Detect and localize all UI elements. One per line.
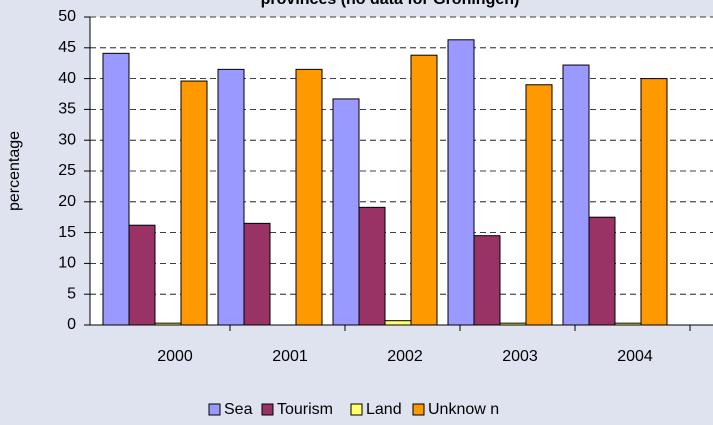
bar	[473, 235, 501, 326]
legend-label: Land	[366, 401, 402, 418]
bar	[358, 206, 386, 326]
legend-swatch	[208, 403, 221, 416]
x-tick-label: 2003	[502, 348, 538, 365]
legend-label: Tourism	[277, 401, 333, 418]
bar	[410, 54, 438, 326]
bar	[217, 68, 245, 326]
legend-swatch	[261, 403, 274, 416]
x-tick-label: 2004	[617, 348, 653, 365]
bar	[102, 52, 130, 326]
legend-swatch	[350, 403, 363, 416]
x-tick-label: 2000	[157, 348, 193, 365]
legend-label: Unknow n	[428, 401, 499, 418]
y-tick-label: 5	[67, 285, 76, 302]
bar	[180, 80, 208, 326]
bar	[243, 222, 271, 326]
y-tick-label: 25	[58, 162, 76, 179]
y-tick-label: 50	[58, 8, 76, 25]
y-axis-label: percentage	[6, 131, 23, 211]
legend-label: Sea	[224, 401, 253, 418]
bar	[295, 68, 323, 326]
y-tick-label: 45	[58, 39, 76, 56]
y-tick-label: 0	[67, 316, 76, 333]
y-tick-label: 15	[58, 224, 76, 241]
chart-title: provinces (no data for Groningen)	[261, 0, 520, 8]
x-tick-label: 2001	[272, 348, 308, 365]
bar	[447, 39, 475, 326]
x-tick-label: 2002	[387, 348, 423, 365]
y-tick-label: 10	[58, 255, 76, 272]
y-tick-label: 30	[58, 131, 76, 148]
bar	[525, 84, 553, 326]
bar	[384, 320, 412, 326]
y-tick-label: 35	[58, 101, 76, 118]
bar	[588, 216, 616, 326]
legend-swatch	[412, 403, 425, 416]
bar	[332, 98, 360, 326]
y-tick-label: 20	[58, 193, 76, 210]
y-tick-label: 40	[58, 70, 76, 87]
bar	[562, 64, 590, 326]
bar	[640, 78, 668, 326]
bar	[128, 224, 156, 326]
